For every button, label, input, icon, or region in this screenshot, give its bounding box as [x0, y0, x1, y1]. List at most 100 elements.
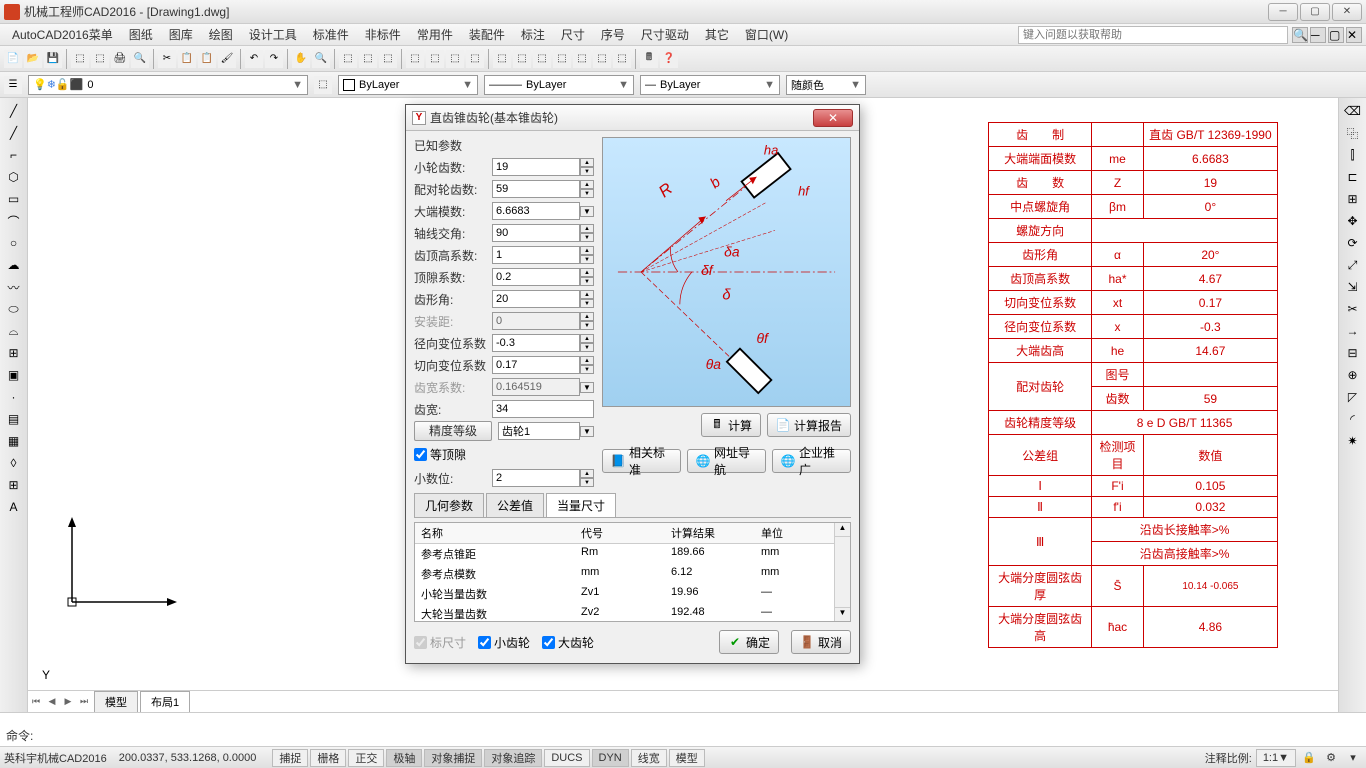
spin-down-icon[interactable]: ▼ [580, 343, 594, 352]
gradient-icon[interactable]: ▦ [5, 432, 23, 450]
explode-icon[interactable]: ✷ [1344, 432, 1362, 450]
revcloud-icon[interactable]: ☁ [5, 256, 23, 274]
table-icon[interactable]: ⊞ [5, 476, 23, 494]
status-toggle[interactable]: 模型 [669, 749, 705, 767]
status-icon[interactable]: ▾ [1344, 749, 1362, 767]
search-icon[interactable]: 🔍 [1292, 27, 1308, 43]
menu-item[interactable]: 标准件 [305, 24, 357, 45]
zoom-icon[interactable]: 🔍 [312, 50, 330, 68]
equal-top-checkbox[interactable]: 等顶隙 [414, 446, 594, 463]
layout-tab[interactable]: 布局1 [140, 691, 190, 712]
param-input[interactable]: 1 [492, 246, 580, 264]
tool-icon[interactable]: ⬚ [406, 50, 424, 68]
tool-icon[interactable]: ⬚ [446, 50, 464, 68]
plot-icon[interactable]: 🖨 [111, 50, 129, 68]
menu-item[interactable]: 绘图 [201, 24, 241, 45]
tab-prev-icon[interactable]: ◀ [44, 694, 60, 710]
region-icon[interactable]: ◊ [5, 454, 23, 472]
text-icon[interactable]: A [5, 498, 23, 516]
layer-tool-icon[interactable]: ⬚ [314, 76, 332, 94]
copy-icon[interactable]: ⿻ [1344, 124, 1362, 142]
spin-up-icon[interactable]: ▲ [580, 246, 594, 255]
status-toggle[interactable]: 对象捕捉 [424, 749, 482, 767]
param-input[interactable]: -0.3 [492, 334, 580, 352]
status-icon[interactable]: 🔒 [1300, 749, 1318, 767]
spin-down-icon[interactable]: ▼ [580, 321, 594, 330]
scale-icon[interactable]: ⤢ [1344, 256, 1362, 274]
combo-drop-icon[interactable]: ▼ [580, 426, 594, 437]
param-input[interactable]: 0.17 [492, 356, 580, 374]
spin-up-icon[interactable]: ▲ [580, 334, 594, 343]
tab-first-icon[interactable]: ⏮ [28, 694, 44, 710]
point-icon[interactable]: · [5, 388, 23, 406]
result-row[interactable]: 参考点锥距Rm189.66mm [415, 544, 850, 564]
mdi-restore-icon[interactable]: ▢ [1328, 27, 1344, 43]
menu-item[interactable]: 非标件 [357, 24, 409, 45]
big-gear-checkbox[interactable]: 大齿轮 [542, 634, 594, 651]
save-icon[interactable]: 💾 [44, 50, 62, 68]
open-icon[interactable]: 📂 [24, 50, 42, 68]
layer-manager-icon[interactable]: ☰ [4, 76, 22, 94]
status-toggle[interactable]: DUCS [544, 749, 589, 767]
small-gear-checkbox[interactable]: 小齿轮 [478, 634, 530, 651]
result-row[interactable]: 大轮当量齿数Zv2192.48— [415, 604, 850, 622]
menu-item[interactable]: 序号 [593, 24, 633, 45]
fillet-icon[interactable]: ◜ [1344, 410, 1362, 428]
minimize-button[interactable]: ─ [1268, 3, 1298, 21]
spin-up-icon[interactable]: ▲ [580, 268, 594, 277]
tool-icon[interactable]: ⬚ [573, 50, 591, 68]
tool-icon[interactable]: ⬚ [533, 50, 551, 68]
tool-icon[interactable]: ⬚ [359, 50, 377, 68]
decimal-input[interactable]: 2 [492, 469, 580, 487]
redo-icon[interactable]: ↷ [265, 50, 283, 68]
param-input[interactable]: 20 [492, 290, 580, 308]
spin-down-icon[interactable]: ▼ [580, 365, 594, 374]
close-button[interactable]: ✕ [1332, 3, 1362, 21]
color-combo[interactable]: ByLayer ▼ [338, 75, 478, 95]
plotstyle-combo[interactable]: 随颜色 ▼ [786, 75, 866, 95]
command-line[interactable]: 命令: [0, 712, 1366, 746]
result-row[interactable]: 小轮当量齿数Zv119.96— [415, 584, 850, 604]
circle-icon[interactable]: ○ [5, 234, 23, 252]
block-icon[interactable]: ▣ [5, 366, 23, 384]
move-icon[interactable]: ✥ [1344, 212, 1362, 230]
tool-icon[interactable]: ⬚ [426, 50, 444, 68]
polygon-icon[interactable]: ⬡ [5, 168, 23, 186]
pline-icon[interactable]: ⌐ [5, 146, 23, 164]
tool-icon[interactable]: ⬚ [553, 50, 571, 68]
spin-down-icon[interactable]: ▼ [580, 233, 594, 242]
spin-up-icon[interactable]: ▲ [580, 312, 594, 321]
tool-icon[interactable]: ⬚ [71, 50, 89, 68]
extend-icon[interactable]: → [1344, 322, 1362, 340]
paste-icon[interactable]: 📋 [198, 50, 216, 68]
menu-item[interactable]: 尺寸驱动 [633, 24, 697, 45]
param-input[interactable]: 0.2 [492, 268, 580, 286]
combo-drop-icon[interactable]: ▼ [580, 206, 594, 217]
line-icon[interactable]: ╱ [5, 102, 23, 120]
combo-drop-icon[interactable]: ▼ [580, 382, 594, 393]
status-toggle[interactable]: 捕捉 [272, 749, 308, 767]
status-toggle[interactable]: 对象追踪 [484, 749, 542, 767]
insert-icon[interactable]: ⊞ [5, 344, 23, 362]
menu-item[interactable]: 窗口(W) [737, 24, 796, 45]
spin-up-icon[interactable]: ▲ [580, 158, 594, 167]
help-search-input[interactable] [1018, 26, 1288, 44]
menu-item[interactable]: 常用件 [409, 24, 461, 45]
scrollbar[interactable]: ▲ ▼ [834, 523, 850, 621]
spin-up-icon[interactable]: ▲ [580, 180, 594, 189]
menu-item[interactable]: 设计工具 [241, 24, 305, 45]
cut-icon[interactable]: ✂ [158, 50, 176, 68]
rotate-icon[interactable]: ⟳ [1344, 234, 1362, 252]
status-toggle[interactable]: 栅格 [310, 749, 346, 767]
param-input[interactable]: 19 [492, 158, 580, 176]
report-button[interactable]: 📄计算报告 [767, 413, 851, 437]
status-toggle[interactable]: 线宽 [631, 749, 667, 767]
preview-icon[interactable]: 🔍 [131, 50, 149, 68]
offset-icon[interactable]: ⊏ [1344, 168, 1362, 186]
tool-icon[interactable]: ⬚ [613, 50, 631, 68]
mirror-icon[interactable]: ⫿ [1344, 146, 1362, 164]
calc-button[interactable]: 🖩计算 [701, 413, 761, 437]
tab-next-icon[interactable]: ▶ [60, 694, 76, 710]
tool-icon[interactable]: ⬚ [91, 50, 109, 68]
xline-icon[interactable]: ╱ [5, 124, 23, 142]
